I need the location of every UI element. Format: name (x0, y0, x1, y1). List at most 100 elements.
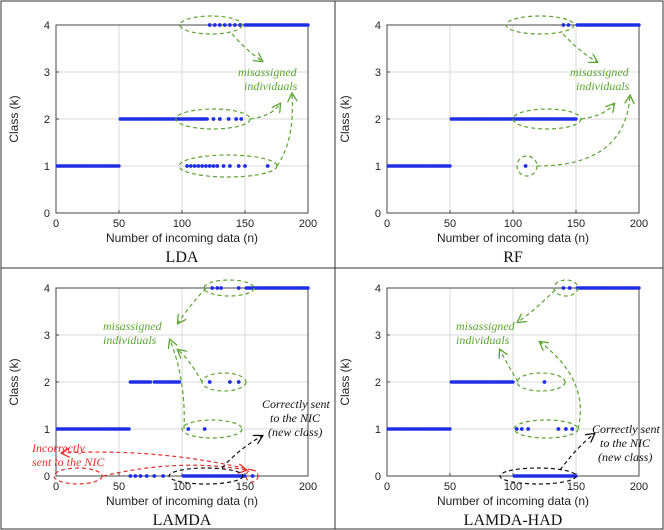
lda-annotations (175, 15, 292, 178)
lda-scattered-point (234, 117, 239, 121)
lamda-incorrect-text-2: sent to the NIC (32, 455, 105, 469)
lda-ytick-label: 0 (44, 208, 50, 220)
lamda-scattered-point (250, 474, 255, 478)
lda-scattered-point (215, 164, 220, 168)
lda-scattered-point (211, 164, 216, 168)
lda-x-axis-label: Number of incoming data (n) (106, 231, 258, 245)
lamda-annotations-green (170, 279, 255, 439)
lda-data-point (306, 23, 310, 27)
lda-series-run (55, 164, 121, 168)
had-ellipse-class4 (553, 279, 579, 297)
lda-ytick-label: 2 (44, 114, 50, 126)
had-arrow-black (559, 434, 594, 471)
lamda-series-run (55, 427, 131, 431)
lamda-scattered-point (202, 427, 207, 431)
had-arrow-bottom (540, 342, 581, 430)
lamda-had-x-axis-label: Number of incoming data (n) (437, 494, 589, 508)
lamda-had-xtick-label: 0 (384, 481, 390, 493)
lamda-ytick-label: 3 (44, 330, 50, 342)
lda-ytick-label: 3 (44, 67, 50, 79)
lda-scattered-point (217, 117, 222, 121)
had-arrow-top (518, 289, 556, 322)
lamda-data-point (177, 380, 182, 384)
rf-data-point (448, 164, 452, 168)
lamda-had-xtick-label: 50 (444, 481, 456, 493)
had-misassigned-text-2: individuals (456, 333, 510, 347)
lamda-had-scattered-point (526, 427, 531, 431)
lda-scattered-point (211, 117, 216, 121)
lamda-had-scattered-point (556, 427, 561, 431)
lamda-incorrect-text-1: Incorrectly (31, 441, 86, 455)
rf-x-axis-label: Number of incoming data (n) (437, 231, 589, 245)
lda-scattered-point (233, 23, 237, 27)
lamda-had-scattered-point (564, 427, 568, 431)
lamda-xtick-label: 150 (236, 481, 254, 493)
lda-xtick-label: 0 (53, 218, 59, 230)
lamda-ellipse-class1 (181, 419, 243, 439)
rf-misassigned-text-1: misassigned (570, 65, 630, 79)
lamda-ellipse-class4 (203, 279, 255, 297)
lamda-data-point (127, 427, 131, 431)
lamda-scattered-point (219, 286, 223, 290)
lamda-scattered-point (161, 474, 166, 478)
had-correct-text-1: Correctly sent (592, 422, 661, 436)
rf-arrow-bottom (536, 96, 630, 167)
lda-ellipse-class4 (179, 15, 243, 35)
lamda-had-ytick-label: 2 (375, 377, 381, 389)
lda-scattered-point (188, 164, 193, 168)
lamda-had-scattered-point (519, 427, 524, 431)
lamda-annotations-red (53, 452, 259, 485)
lamda-had-series-run (512, 474, 578, 478)
lamda-had-series-run (575, 286, 641, 290)
lamda-scattered-point (236, 286, 241, 290)
lamda-ellipse-red-left (53, 467, 103, 485)
lamda-correct-text-3: (new class) (268, 425, 322, 439)
lda-caption: LDA (166, 249, 199, 266)
lda-xtick-label: 150 (236, 218, 254, 230)
lamda-had-xtick-label: 100 (504, 481, 522, 493)
lamda-series-run (244, 286, 310, 290)
lamda-annotations-black (168, 436, 262, 485)
had-annotations-green (500, 279, 581, 439)
lamda-ellipse-new-class (168, 467, 244, 485)
rf-scattered-point (523, 164, 528, 168)
lda-scattered-point (239, 117, 244, 121)
lda-scattered-point (227, 23, 232, 27)
lamda-scattered-point (227, 380, 232, 384)
rf-annotations (505, 15, 630, 177)
rf-ytick-label: 0 (375, 208, 381, 220)
lamda-data-point (306, 286, 310, 290)
lda-scattered-point (185, 164, 189, 168)
rf-y-axis-label: Class (k) (338, 95, 352, 142)
lamda-ytick-label: 1 (44, 424, 50, 436)
rf-data-point (637, 23, 641, 27)
lda-series-run (118, 117, 209, 121)
had-ellipse-new-class (499, 467, 577, 485)
chart-panel-rf: 0 50 100 150 200 0 1 2 3 4 Number of incoming data… (338, 20, 648, 266)
lamda-had-scattered-point (514, 427, 519, 431)
lamda-scattered-point (236, 380, 241, 384)
lamda-misassigned-text-2: individuals (103, 333, 157, 347)
lda-scattered-point (207, 23, 212, 27)
lamda-misassigned-text-1: misassigned (103, 319, 163, 333)
rf-ytick-label: 1 (375, 161, 381, 173)
lamda-series-run (128, 380, 153, 384)
lamda-series-run (181, 474, 247, 478)
lamda-scattered-point (144, 474, 149, 478)
lamda-scattered-point (138, 474, 143, 478)
lamda-had-data-point (448, 427, 452, 431)
lamda-had-ytick-label: 3 (375, 330, 381, 342)
had-arrow-mid (500, 350, 519, 383)
rf-ytick-label: 2 (375, 114, 381, 126)
rf-xtick-label: 100 (504, 218, 522, 230)
lamda-ytick-label: 2 (44, 377, 50, 389)
rf-arrow-top (562, 33, 597, 62)
lamda-scattered-point (207, 380, 212, 384)
lamda-arrow-top (178, 287, 207, 323)
had-misassigned-text-1: misassigned (456, 319, 516, 333)
chart-panel-lamda-had: 0 50 100 150 200 0 1 2 3 4 Number of incoming data… (338, 283, 648, 529)
lamda-had-scattered-point (567, 286, 572, 290)
lda-xtick-label: 200 (299, 218, 317, 230)
